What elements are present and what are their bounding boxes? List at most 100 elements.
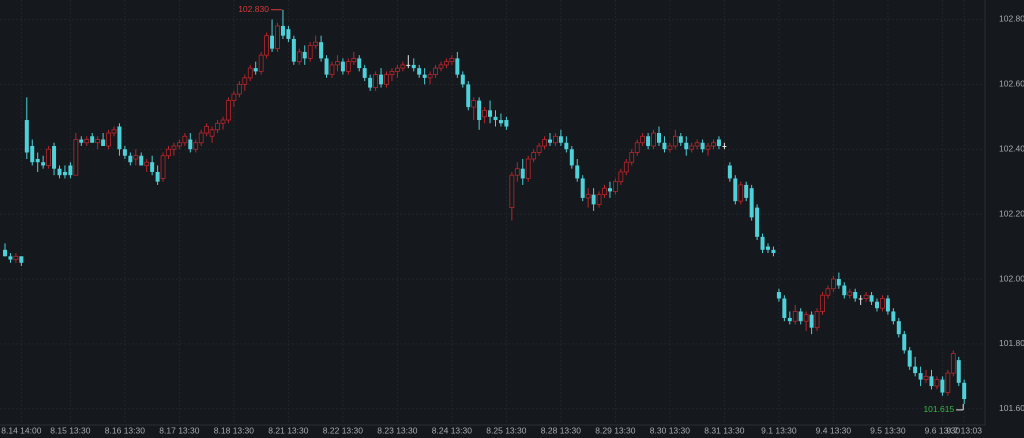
candle-body [176,142,182,147]
candle-body [13,255,19,260]
candle-body [270,35,275,49]
x-tick-label: 9.4 13:30 [816,425,852,435]
x-tick-label: 8.31 13:30 [704,425,744,435]
candle-body [236,83,242,95]
candle-body [460,74,465,85]
candle-body [950,353,956,374]
candle-body [340,61,345,72]
candle-body [19,256,24,263]
candle-body [634,142,640,153]
candle-body [209,129,215,137]
candle-body [684,142,689,150]
candle-body [771,249,776,254]
candle-body [929,376,934,387]
candle-body [962,382,967,400]
candle-body [880,298,885,309]
candle-body [689,145,695,150]
candle-body [41,162,46,166]
candle-body [291,38,296,62]
candle-body [111,129,117,134]
candle-body [711,142,716,147]
candle-body [427,74,433,79]
candle-body [466,84,471,108]
candle-body [389,70,395,76]
x-tick-label: 8.23 13:30 [377,425,417,435]
candle-body [24,120,29,153]
candle-body [585,194,591,199]
candle-body [379,74,384,85]
candle-body [923,375,929,380]
candle-body [46,148,51,166]
x-tick-label: 8.21 13:30 [268,425,308,435]
candle-body [253,68,258,72]
candle-body [150,162,155,172]
candle-body [525,158,531,179]
candle-body [672,135,678,147]
candle-body [869,295,874,302]
candle-body [215,122,220,131]
candle-body [913,366,918,374]
candle-body [885,298,890,312]
candle-body [667,145,673,150]
candle-body [814,311,820,329]
candle-body [160,155,166,179]
candle-body [536,145,542,153]
candle-body [836,279,841,286]
candle-body [444,61,449,66]
x-tick-label: 8.28 13:30 [541,425,581,435]
candle-body [558,136,563,143]
x-tick-label: 8.18 13:30 [214,425,254,435]
candle-body [798,311,803,322]
candle-body [956,360,961,383]
x-tick-label: 8.17 13:30 [159,425,199,435]
candle-body [488,110,493,117]
candle-body [755,207,760,237]
candle-body [128,155,133,163]
candle-body [122,149,127,156]
candle-body [362,68,367,78]
x-tick-label: 9.5 13:30 [870,425,906,435]
candle-body [68,165,73,176]
candle-body [296,51,302,63]
candle-body [101,139,106,146]
candle-body [591,194,596,205]
candle-body [247,67,253,79]
candle-body [809,314,814,328]
candle-body [319,42,324,59]
candle-body [139,155,144,166]
candle-body [368,77,373,88]
candle-body [657,133,661,143]
candle-body [8,256,13,260]
candle-body [749,188,754,218]
candle-body [204,126,210,134]
candle-body [493,116,498,121]
candle-body [357,58,362,69]
candle-body [853,291,858,299]
y-tick-label: 102.00 [999,273,1024,283]
candle-body [73,139,79,176]
candle-body [863,294,869,299]
candle-body [351,57,357,63]
candle-body [345,61,351,72]
candle-body [733,178,738,202]
candle-body [62,171,67,176]
x-tick-label: 8.22 13:30 [323,425,363,435]
y-tick-label: 102.60 [999,79,1024,89]
candle-body [623,161,629,173]
candle-body [782,298,787,318]
candle-body [335,61,340,66]
candle-body [394,67,400,72]
candle-body [498,120,503,124]
y-tick-label: 102.40 [999,143,1024,153]
candle-body [242,77,248,85]
candle-body [471,100,477,108]
candle-body [166,148,171,157]
candle-body [934,379,940,387]
candle-body [640,135,646,144]
candle-body [858,298,863,300]
candle-body [226,100,231,121]
max-label: 102.830 [238,4,269,14]
candle-body [705,145,711,150]
candle-body [618,171,624,183]
candle-body [275,25,280,50]
